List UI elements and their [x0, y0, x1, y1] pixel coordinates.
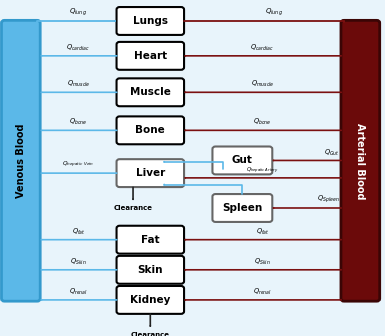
Text: $Q_{lung}$: $Q_{lung}$ [69, 7, 87, 18]
Text: $Q_{Skin}$: $Q_{Skin}$ [70, 257, 87, 267]
Text: $Q_{renal}$: $Q_{renal}$ [253, 287, 272, 297]
Text: $Q_{bone}$: $Q_{bone}$ [69, 117, 88, 127]
Text: Fat: Fat [141, 235, 160, 245]
Text: $Q_{cardiac}$: $Q_{cardiac}$ [66, 43, 90, 53]
Text: Arterial Blood: Arterial Blood [355, 123, 365, 199]
FancyBboxPatch shape [341, 20, 380, 301]
Text: $Q_{fat}$: $Q_{fat}$ [72, 227, 85, 237]
Text: $Q_{Skin}$: $Q_{Skin}$ [254, 257, 271, 267]
Text: $Q_{Gut}$: $Q_{Gut}$ [325, 148, 340, 158]
FancyBboxPatch shape [117, 42, 184, 70]
FancyBboxPatch shape [117, 226, 184, 254]
Text: $Q_{muscle}$: $Q_{muscle}$ [251, 79, 274, 89]
FancyBboxPatch shape [117, 7, 184, 35]
Text: Liver: Liver [136, 168, 165, 178]
FancyBboxPatch shape [213, 146, 272, 174]
Text: $Q_{renal}$: $Q_{renal}$ [69, 287, 88, 297]
Text: $Q_{hepatic\ Artery}$: $Q_{hepatic\ Artery}$ [246, 165, 279, 176]
Text: Skin: Skin [137, 265, 163, 275]
Text: Clearance: Clearance [131, 332, 170, 336]
FancyBboxPatch shape [117, 159, 184, 187]
Text: Kidney: Kidney [130, 295, 171, 305]
Text: $Q_{lung}$: $Q_{lung}$ [265, 7, 283, 18]
Text: Clearance: Clearance [114, 205, 152, 211]
FancyBboxPatch shape [2, 20, 40, 301]
Text: Venous Blood: Venous Blood [16, 124, 26, 198]
FancyBboxPatch shape [117, 286, 184, 314]
Text: Heart: Heart [134, 51, 167, 61]
FancyBboxPatch shape [213, 194, 272, 222]
Text: $Q_{hepatic\ Vein}$: $Q_{hepatic\ Vein}$ [62, 160, 94, 170]
Text: Gut: Gut [232, 156, 253, 165]
Text: Spleen: Spleen [222, 203, 263, 213]
Text: Lungs: Lungs [133, 16, 168, 26]
Text: Bone: Bone [136, 125, 165, 135]
FancyBboxPatch shape [117, 256, 184, 284]
FancyBboxPatch shape [117, 116, 184, 144]
Text: $Q_{cardiac}$: $Q_{cardiac}$ [251, 43, 275, 53]
Text: $Q_{fat}$: $Q_{fat}$ [256, 227, 270, 237]
Text: $Q_{bone}$: $Q_{bone}$ [253, 117, 272, 127]
FancyBboxPatch shape [117, 78, 184, 106]
Text: $Q_{Spleen}$: $Q_{Spleen}$ [318, 194, 340, 205]
Text: $Q_{muscle}$: $Q_{muscle}$ [67, 79, 90, 89]
Text: Muscle: Muscle [130, 87, 171, 97]
